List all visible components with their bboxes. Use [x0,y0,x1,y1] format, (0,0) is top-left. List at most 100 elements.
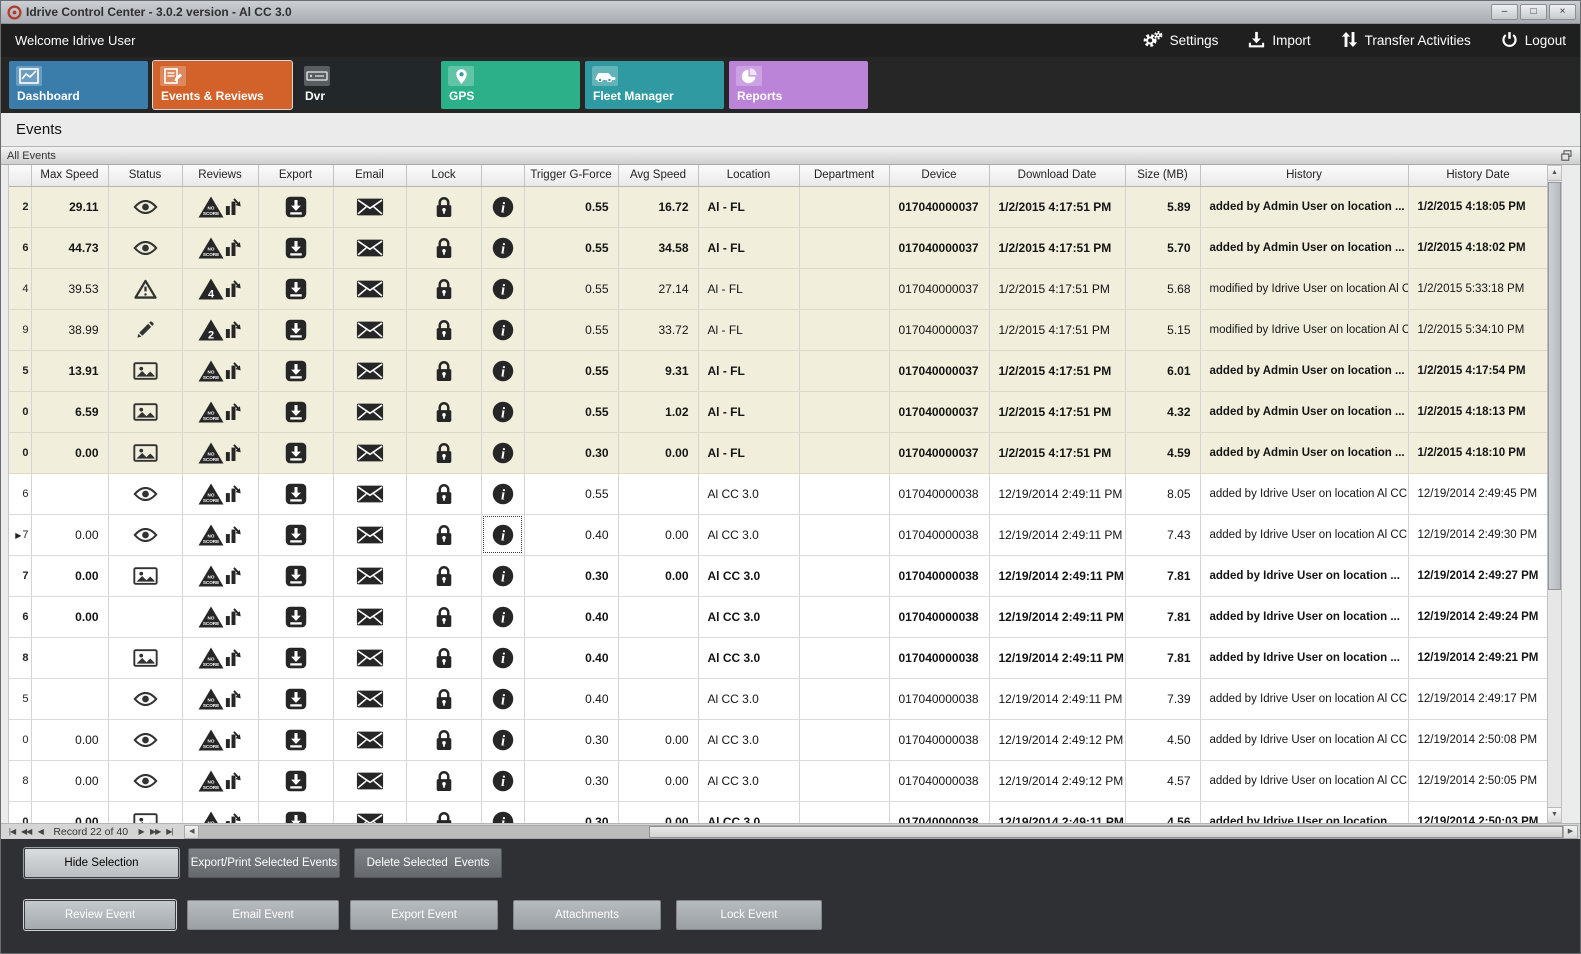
event-row[interactable]: 5 13.91 NO SCORE i 0.55 9.31 Al - FL 01704000003… [9,350,1547,392]
scroll-down-icon[interactable]: ▼ [1548,807,1561,822]
export-print-selected-button[interactable]: Export/Print Selected Events [188,848,340,878]
event-info-icon[interactable]: i [481,678,525,720]
lock-event-icon[interactable] [406,514,482,556]
export-event-icon[interactable] [258,309,334,351]
horizontal-scrollbar[interactable]: ◀ ▶ [184,824,1578,839]
event-info-icon[interactable]: i [481,309,525,351]
event-row[interactable]: 4 39.53 4 i 0.55 27.14 Al - FL 017040000037 1/2/… [9,268,1547,310]
prev-record-icon[interactable]: ◀ [37,827,44,836]
event-info-icon[interactable]: i [481,186,525,228]
review-score-icon[interactable]: 2 [182,309,259,351]
export-event-icon[interactable] [258,637,334,679]
column-header-export[interactable]: Export [258,165,334,187]
email-event-icon[interactable] [333,514,407,556]
import-action[interactable]: Import [1248,31,1311,51]
attachments-button[interactable]: Attachments [513,900,661,930]
email-event-icon[interactable] [333,309,407,351]
review-event-button[interactable]: Review Event [24,900,176,930]
event-row[interactable]: 6 44.73 NO SCORE i 0.55 34.58 Al - FL 0170400000… [9,227,1547,269]
review-score-icon[interactable]: 4 [182,268,259,310]
lock-event-icon[interactable] [406,227,482,269]
export-event-icon[interactable] [258,801,334,823]
horizontal-scroll-track[interactable] [199,824,1563,839]
lock-event-icon[interactable] [406,760,482,802]
event-row[interactable]: 8 0.00 NO SCORE i 0.30 0.00 Al CC 3.0 0170400000… [9,760,1547,802]
event-info-icon[interactable]: i [481,637,525,679]
minimize-button[interactable]: – [1491,4,1518,20]
event-row[interactable]: 0 0.00 NO SCORE i 0.30 0.00 Al - FL 017040000037… [9,432,1547,474]
next-record-icon[interactable]: ▶ [138,827,144,836]
export-event-icon[interactable] [258,596,334,638]
export-event-icon[interactable] [258,555,334,597]
lock-event-icon[interactable] [406,637,482,679]
event-row[interactable]: 2 29.11 NO SCORE i 0.55 16.72 Al - FL 0170400000… [9,186,1547,228]
prev-page-icon[interactable]: ◀◀ [21,827,32,836]
vertical-scroll-thumb[interactable] [1548,182,1561,590]
hide-selection-button[interactable]: Hide Selection [24,848,179,878]
column-header-history[interactable]: History [1200,165,1409,187]
lock-event-icon[interactable] [406,309,482,351]
lock-event-icon[interactable] [406,555,482,597]
column-header-status[interactable]: Status [108,165,183,187]
export-event-icon[interactable] [258,227,334,269]
tab-dvr[interactable]: Dvr [297,61,436,109]
transfer-activities-action[interactable]: Transfer Activities [1341,31,1471,51]
event-row[interactable]: 7 0.00 NO SCORE i 0.30 0.00 Al CC 3.0 0170400000… [9,555,1547,597]
event-info-icon[interactable]: i [481,801,525,823]
event-info-icon[interactable]: i [481,473,525,515]
export-event-icon[interactable] [258,186,334,228]
column-header-history-date[interactable]: History Date [1408,165,1547,187]
lock-event-icon[interactable] [406,596,482,638]
email-event-icon[interactable] [333,801,407,823]
restore-panel-icon[interactable] [1561,150,1572,161]
maximize-button[interactable]: □ [1520,4,1547,20]
column-header-department[interactable]: Department [799,165,890,187]
scroll-right-icon[interactable]: ▶ [1563,824,1578,839]
email-event-icon[interactable] [333,186,407,228]
event-info-icon[interactable]: i [481,760,525,802]
column-header-max-speed[interactable]: Max Speed [31,165,109,187]
email-event-icon[interactable] [333,637,407,679]
next-page-icon[interactable]: ▶▶ [150,827,161,836]
logout-action[interactable]: Logout [1501,31,1566,51]
event-info-icon[interactable]: i [481,350,525,392]
export-event-icon[interactable] [258,432,334,474]
settings-action[interactable]: Settings [1142,30,1218,52]
column-header-avg-speed[interactable]: Avg Speed [618,165,699,187]
email-event-button[interactable]: Email Event [187,900,339,930]
vertical-scrollbar[interactable]: ▲ ▼ [1547,165,1562,823]
event-row[interactable]: 0 6.59 NO SCORE i 0.55 1.02 Al - FL 017040000037… [9,391,1547,433]
email-event-icon[interactable] [333,391,407,433]
scroll-left-icon[interactable]: ◀ [184,824,200,839]
export-event-icon[interactable] [258,514,334,556]
column-header-size-mb-[interactable]: Size (MB) [1125,165,1201,187]
email-event-icon[interactable] [333,227,407,269]
column-header-trigger-g-force[interactable]: Trigger G-Force [524,165,619,187]
export-event-icon[interactable] [258,473,334,515]
event-info-icon[interactable]: i [481,391,525,433]
email-event-icon[interactable] [333,719,407,761]
event-info-icon[interactable]: i [481,555,525,597]
lock-event-icon[interactable] [406,678,482,720]
email-event-icon[interactable] [333,555,407,597]
event-row[interactable]: 8 NO SCORE i 0.40 Al CC 3.0 017040000038 12/19/… [9,637,1547,679]
tab-reports[interactable]: Reports [729,61,868,109]
column-header-reviews[interactable]: Reviews [182,165,259,187]
event-info-icon[interactable]: i [481,268,525,310]
first-record-icon[interactable]: |◀ [8,827,16,836]
email-event-icon[interactable] [333,596,407,638]
event-row[interactable]: ▶7 0.00 NO SCORE i 0.40 0.00 Al CC 3.0 017040000… [9,514,1547,556]
